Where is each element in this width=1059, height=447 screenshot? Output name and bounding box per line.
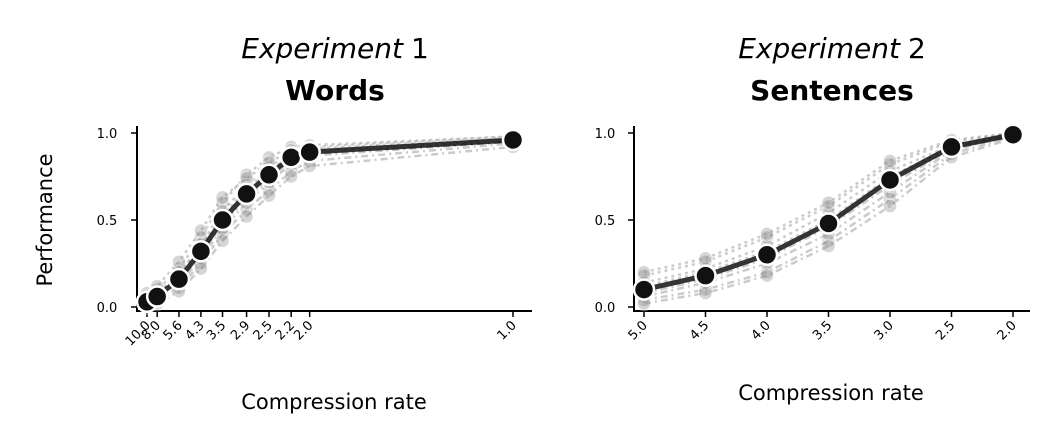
panel-experiment-2: Experiment 2 Sentences 0.0 0.5 1.0 5.0 4.5 4.… xyxy=(595,32,1030,405)
mean-point xyxy=(145,285,169,308)
mean-point xyxy=(1001,123,1025,146)
participant-point xyxy=(820,194,837,211)
y-tick-label: 0.0 xyxy=(595,301,616,316)
mean-point xyxy=(501,128,525,152)
x-tick-label: 4.5 xyxy=(687,318,712,343)
panel-2-title: Experiment 2 xyxy=(738,32,926,65)
mean-point xyxy=(817,212,840,235)
panel-2-y-ticks: 0.0 0.5 1.0 xyxy=(595,127,634,316)
participant-point xyxy=(697,285,714,301)
x-tick-label: 2.5 xyxy=(251,318,276,343)
x-tick-label: 3.5 xyxy=(810,318,835,343)
participant-point xyxy=(261,187,277,204)
participant-line xyxy=(146,135,514,298)
x-tick-label: 3.0 xyxy=(872,318,897,343)
panel-1-y-ticks: 0.0 0.5 1.0 xyxy=(97,127,137,316)
panel-2-x-label: Compression rate xyxy=(738,381,924,405)
x-tick-label: 1.0 xyxy=(495,318,520,343)
mean-point xyxy=(167,267,191,291)
mean-point xyxy=(211,208,234,232)
participant-line xyxy=(146,135,514,295)
mean-point xyxy=(940,135,963,159)
participant-point xyxy=(238,208,255,225)
y-tick-label: 1.0 xyxy=(97,127,118,142)
participant-point xyxy=(759,226,775,242)
participant-point xyxy=(214,189,231,206)
mean-point xyxy=(632,278,656,301)
x-tick-label: 3.5 xyxy=(204,318,229,343)
participant-line xyxy=(146,140,514,305)
mean-point xyxy=(298,140,321,164)
y-tick-label: 0.5 xyxy=(97,214,118,229)
participant-point xyxy=(283,168,299,185)
x-tick-label: 2.9 xyxy=(228,318,253,343)
participant-point xyxy=(214,233,231,249)
panel-1-title-italic: Experiment xyxy=(241,32,404,65)
panel-experiment-1: Experiment 1 Words 0.00.51.0 10.08.05.64.… xyxy=(33,32,532,414)
panel-2-title-italic: Experiment xyxy=(738,32,901,65)
participant-point xyxy=(882,191,898,207)
x-tick-label: 5.6 xyxy=(161,318,186,343)
participant-point xyxy=(759,267,775,284)
participant-point xyxy=(882,153,898,169)
panel-1-x-label: Compression rate xyxy=(241,390,427,414)
mean-point xyxy=(189,240,213,263)
panel-1-x-ticks: 10.08.05.64.33.52.92.52.22.0 1.0 xyxy=(123,311,520,349)
panel-2-title-number: 2 xyxy=(908,32,926,65)
participant-point xyxy=(636,264,652,280)
mean-point xyxy=(755,243,779,267)
y-tick-label: 0.5 xyxy=(595,214,616,229)
mean-point xyxy=(878,168,902,192)
x-tick-label: 4.0 xyxy=(749,318,774,343)
panel-1-y-label: Performance xyxy=(33,153,57,286)
panel-1-subtitle: Words xyxy=(285,74,385,107)
panel-1-title: Experiment 1 xyxy=(241,32,429,65)
participant-point xyxy=(193,222,209,239)
x-tick-label: 2.5 xyxy=(933,318,958,343)
mean-point xyxy=(279,146,303,169)
participant-point xyxy=(238,167,255,183)
x-tick-label: 2.0 xyxy=(291,318,316,343)
x-tick-label: 2.0 xyxy=(995,318,1020,343)
y-tick-label: 1.0 xyxy=(595,127,616,142)
mean-point xyxy=(257,163,281,187)
x-tick-label: 5.0 xyxy=(626,318,651,343)
panel-2-subtitle: Sentences xyxy=(750,74,914,107)
x-tick-label: 4.3 xyxy=(183,318,208,343)
participant-point xyxy=(820,238,837,254)
panel-2-x-ticks: 5.0 4.5 4.0 3.5 3.0 2.5 2.0 xyxy=(626,311,1020,343)
panel-1-plot-area xyxy=(135,128,525,315)
mean-point xyxy=(694,264,717,287)
mean-point xyxy=(235,182,258,206)
participant-point xyxy=(882,198,898,214)
participant-point xyxy=(193,260,209,277)
panel-2-plot-area xyxy=(632,123,1025,312)
participant-line xyxy=(146,140,514,303)
participant-point xyxy=(697,250,714,267)
panel-1-title-number: 1 xyxy=(411,32,429,65)
y-tick-label: 0.0 xyxy=(97,301,118,316)
